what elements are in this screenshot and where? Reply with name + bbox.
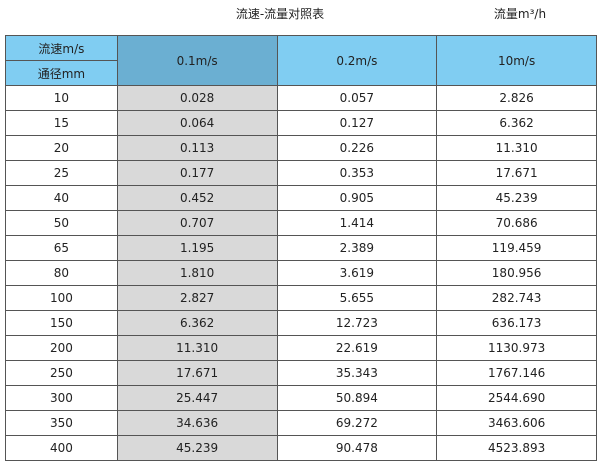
flow-cell: 17.671	[116, 360, 278, 386]
flow-cell: 35.343	[276, 360, 438, 386]
table-row: 25 0.177 0.353 17.671	[5, 160, 597, 186]
flow-cell: 34.636	[116, 410, 278, 436]
column-header: 0.2m/s	[276, 35, 438, 86]
flow-cell: 50.894	[276, 385, 438, 411]
flow-cell: 0.127	[276, 110, 438, 136]
flow-cell: 2.389	[276, 235, 438, 261]
flow-cell: 0.353	[276, 160, 438, 186]
diameter-header: 通径mm	[5, 60, 118, 86]
flow-cell: 282.743	[436, 285, 597, 311]
flow-cell: 0.064	[116, 110, 278, 136]
flow-cell: 90.478	[276, 435, 438, 461]
diameter-cell: 25	[5, 160, 118, 186]
flow-cell: 0.177	[116, 160, 278, 186]
flow-cell: 0.707	[116, 210, 278, 236]
diameter-cell: 50	[5, 210, 118, 236]
flow-cell: 12.723	[276, 310, 438, 336]
flow-cell: 11.310	[116, 335, 278, 361]
flow-cell: 69.272	[276, 410, 438, 436]
diameter-cell: 400	[5, 435, 118, 461]
table-row: 400 45.239 90.478 4523.893	[5, 435, 597, 461]
column-header: 0.1m/s	[116, 35, 278, 86]
unit-label: 流量m³/h	[493, 7, 547, 21]
table-row: 250 17.671 35.343 1767.146	[5, 360, 597, 386]
table-row: 65 1.195 2.389 119.459	[5, 235, 597, 261]
table-row: 15 0.064 0.127 6.362	[5, 110, 597, 136]
flow-cell: 1130.973	[436, 335, 597, 361]
diameter-cell: 100	[5, 285, 118, 311]
flow-cell: 45.239	[436, 185, 597, 211]
speed-header: 流速m/s	[5, 35, 118, 61]
flow-cell: 0.028	[116, 85, 278, 111]
table-row: 100 2.827 5.655 282.743	[5, 285, 597, 311]
flow-cell: 6.362	[116, 310, 278, 336]
diameter-cell: 350	[5, 410, 118, 436]
flow-cell: 3.619	[276, 260, 438, 286]
flow-cell: 25.447	[116, 385, 278, 411]
table-row: 10 0.028 0.057 2.826	[5, 85, 597, 111]
flow-cell: 0.226	[276, 135, 438, 161]
diameter-cell: 15	[5, 110, 118, 136]
flow-cell: 45.239	[116, 435, 278, 461]
flow-table: 流速m/s 0.1m/s 0.2m/s 10m/s 通径mm 10 0.028 0.…	[5, 35, 597, 461]
flow-cell: 5.655	[276, 285, 438, 311]
flow-cell: 0.057	[276, 85, 438, 111]
flow-cell: 1.195	[116, 235, 278, 261]
table-row: 200 11.310 22.619 1130.973	[5, 335, 597, 361]
diameter-cell: 150	[5, 310, 118, 336]
flow-cell: 4523.893	[436, 435, 597, 461]
flow-cell: 70.686	[436, 210, 597, 236]
flow-cell: 17.671	[436, 160, 597, 186]
flow-cell: 636.173	[436, 310, 597, 336]
diameter-cell: 80	[5, 260, 118, 286]
flow-cell: 1767.146	[436, 360, 597, 386]
flow-cell: 0.113	[116, 135, 278, 161]
table-row: 150 6.362 12.723 636.173	[5, 310, 597, 336]
flow-cell: 0.452	[116, 185, 278, 211]
flow-cell: 11.310	[436, 135, 597, 161]
diameter-cell: 10	[5, 85, 118, 111]
flow-cell: 2544.690	[436, 385, 597, 411]
flow-cell: 22.619	[276, 335, 438, 361]
diameter-cell: 20	[5, 135, 118, 161]
flow-cell: 3463.606	[436, 410, 597, 436]
table-row: 350 34.636 69.272 3463.606	[5, 410, 597, 436]
flow-cell: 180.956	[436, 260, 597, 286]
flow-cell: 119.459	[436, 235, 597, 261]
flow-cell: 2.827	[116, 285, 278, 311]
flow-cell: 2.826	[436, 85, 597, 111]
diameter-cell: 250	[5, 360, 118, 386]
diameter-cell: 300	[5, 385, 118, 411]
table-row: 40 0.452 0.905 45.239	[5, 185, 597, 211]
diameter-cell: 200	[5, 335, 118, 361]
table-row: 300 25.447 50.894 2544.690	[5, 385, 597, 411]
table-row: 50 0.707 1.414 70.686	[5, 210, 597, 236]
table-title: 流速-流量对照表	[235, 7, 325, 21]
flow-cell: 6.362	[436, 110, 597, 136]
diameter-cell: 40	[5, 185, 118, 211]
table-row: 80 1.810 3.619 180.956	[5, 260, 597, 286]
flow-cell: 1.810	[116, 260, 278, 286]
diameter-cell: 65	[5, 235, 118, 261]
flow-cell: 0.905	[276, 185, 438, 211]
flow-cell: 1.414	[276, 210, 438, 236]
table-row: 20 0.113 0.226 11.310	[5, 135, 597, 161]
column-header: 10m/s	[436, 35, 597, 86]
